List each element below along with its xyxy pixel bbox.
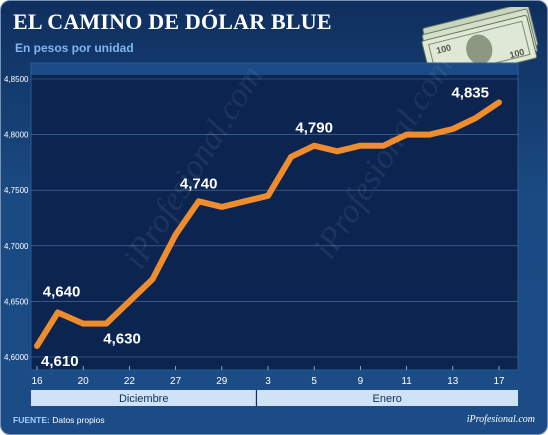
x-tick-label: 5 (311, 376, 317, 387)
data-point (474, 116, 478, 120)
x-tick-label: 11 (401, 376, 412, 387)
month-band-background (31, 390, 518, 406)
data-point (405, 133, 409, 137)
chart-title: EL CAMINO DE DÓLAR BLUE (13, 9, 332, 34)
data-point (497, 100, 501, 104)
data-label: 4,790 (295, 120, 333, 137)
source-text: Datos propios (52, 415, 105, 425)
data-labels: 4,640 4,610 4,630 4,740 4,790 4,835 (41, 84, 489, 370)
data-label: 4,835 (451, 84, 489, 101)
data-point (104, 322, 108, 326)
x-tick-label: 9 (358, 376, 364, 387)
data-point (35, 344, 39, 348)
chart-subtitle: En pesos por unidad (15, 41, 134, 55)
data-point (428, 133, 432, 137)
y-axis: 4,6000 4,6500 4,7000 4,7500 4,8000 4,8500 (4, 75, 29, 362)
data-point (151, 277, 154, 281)
y-tick-label: 4,6000 (4, 353, 29, 362)
y-tick-label: 4,8000 (4, 131, 29, 140)
data-point (382, 144, 385, 148)
x-tick-label: 13 (447, 376, 459, 387)
brand-footer: iProfesional.com (466, 414, 535, 425)
x-tick-label: 20 (78, 376, 90, 387)
month-label: Enero (373, 393, 402, 405)
data-point (197, 199, 201, 203)
data-label: 4,610 (41, 353, 79, 370)
data-point (243, 199, 247, 203)
svg-text:100: 100 (508, 47, 525, 60)
x-tick-label: 16 (31, 376, 43, 387)
x-tick-label: 3 (265, 376, 271, 387)
data-point (174, 233, 178, 237)
data-point (451, 127, 455, 131)
y-tick-label: 4,7000 (4, 242, 29, 251)
month-label: Diciembre (119, 393, 169, 405)
data-label: 4,630 (103, 331, 141, 348)
source-label: FUENTE: (13, 415, 50, 425)
data-point (81, 322, 85, 326)
x-axis: 16 20 22 27 29 3 5 9 11 13 17 (31, 366, 505, 387)
data-label: 4,740 (180, 175, 218, 192)
x-tick-label: 17 (493, 376, 505, 387)
month-band: Diciembre Enero (31, 390, 518, 406)
data-point (289, 155, 293, 159)
y-tick-label: 4,8500 (4, 75, 29, 84)
data-point (312, 144, 316, 148)
x-tick-label: 29 (216, 376, 228, 387)
x-tick-label: 22 (124, 376, 136, 387)
data-point (56, 311, 60, 315)
y-tick-label: 4,6500 (4, 297, 29, 306)
data-point (335, 149, 339, 153)
data-label: 4,640 (43, 284, 81, 301)
source-note: FUENTE: Datos propios (13, 415, 105, 425)
data-point (358, 144, 362, 148)
data-point (220, 205, 224, 209)
data-point (127, 299, 131, 303)
y-tick-label: 4,7500 (4, 186, 29, 195)
series-group (34, 99, 502, 349)
plot-header-band (31, 63, 518, 75)
data-point (266, 194, 270, 198)
svg-text:100: 100 (435, 42, 452, 55)
x-tick-label: 27 (170, 376, 182, 387)
